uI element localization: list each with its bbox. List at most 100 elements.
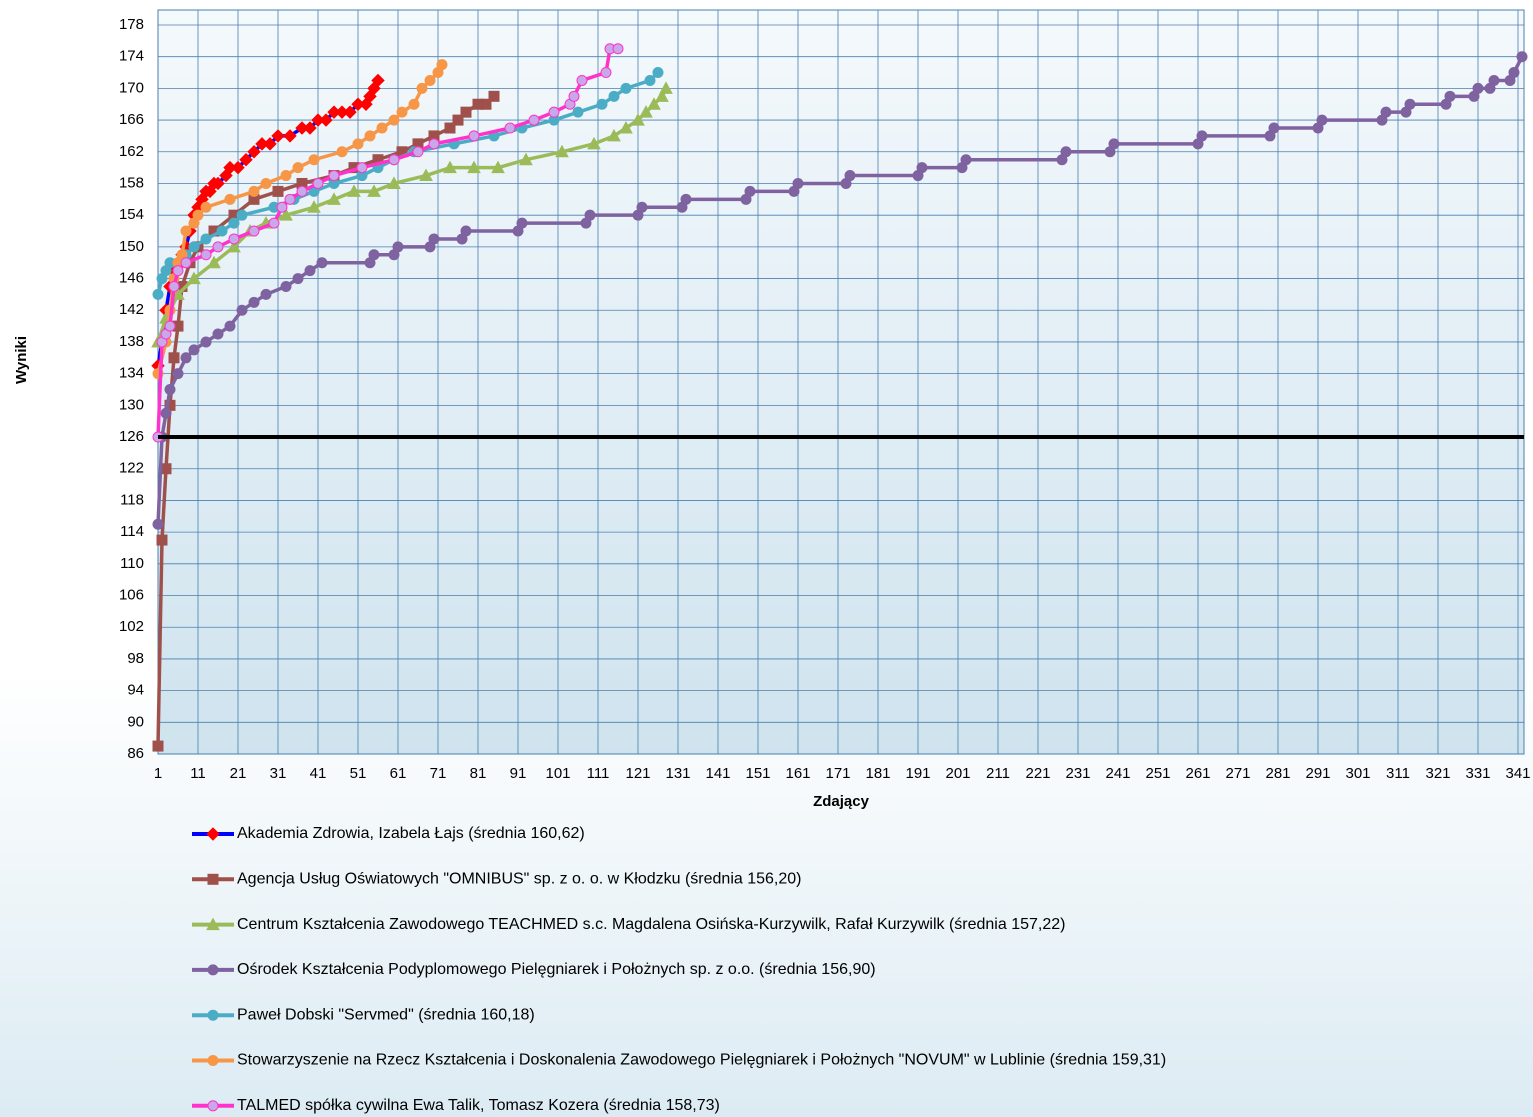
marker bbox=[352, 138, 364, 150]
marker bbox=[164, 384, 176, 395]
legend-label: Ośrodek Kształcenia Podyplomowego Pielęg… bbox=[237, 961, 876, 978]
y-tick-label: 106 bbox=[119, 586, 144, 603]
y-tick-label: 98 bbox=[127, 650, 144, 667]
series-line bbox=[156, 71, 660, 295]
y-tick-label: 158 bbox=[119, 174, 144, 191]
marker bbox=[231, 160, 245, 175]
marker bbox=[239, 152, 253, 167]
marker bbox=[180, 257, 192, 269]
marker bbox=[631, 113, 645, 126]
x-tick-label: 51 bbox=[350, 765, 367, 782]
marker bbox=[1108, 138, 1120, 150]
marker bbox=[528, 114, 540, 126]
x-tick-label: 31 bbox=[270, 765, 287, 782]
marker bbox=[187, 271, 201, 285]
marker bbox=[587, 136, 601, 150]
marker bbox=[200, 201, 212, 213]
marker bbox=[412, 146, 424, 158]
marker bbox=[207, 1055, 219, 1066]
marker bbox=[396, 106, 408, 118]
x-tick-label: 1 bbox=[154, 765, 162, 782]
y-tick-label: 110 bbox=[120, 555, 144, 572]
marker bbox=[356, 162, 368, 174]
marker bbox=[207, 255, 221, 269]
marker bbox=[460, 225, 472, 237]
marker bbox=[228, 217, 240, 229]
marker bbox=[188, 344, 200, 356]
marker bbox=[443, 160, 457, 174]
x-tick-label: 131 bbox=[665, 765, 690, 782]
marker bbox=[279, 208, 293, 221]
y-tick-label: 166 bbox=[119, 111, 144, 128]
marker bbox=[548, 106, 560, 118]
x-tick-label: 251 bbox=[1145, 765, 1170, 782]
marker bbox=[168, 352, 180, 364]
marker bbox=[152, 288, 164, 300]
legend-label: Agencja Usług Oświatowych "OMNIBUS" sp. … bbox=[237, 871, 801, 888]
x-tick-label: 301 bbox=[1345, 765, 1370, 782]
marker bbox=[280, 170, 292, 182]
marker bbox=[607, 128, 621, 142]
x-axis-label: Zdający bbox=[813, 793, 870, 810]
y-tick-label: 130 bbox=[119, 396, 144, 413]
marker bbox=[272, 185, 284, 197]
marker bbox=[304, 265, 316, 277]
x-tick-label: 81 bbox=[470, 765, 487, 782]
x-tick-label: 221 bbox=[1025, 765, 1050, 782]
x-tick-label: 141 bbox=[705, 765, 730, 782]
legend-label: Centrum Kształcenia Zawodowego TEACHMED … bbox=[237, 916, 1065, 933]
y-tick-label: 146 bbox=[119, 270, 144, 287]
marker bbox=[236, 304, 248, 316]
x-tick-label: 201 bbox=[945, 765, 970, 782]
y-tick-label: 170 bbox=[119, 79, 144, 96]
y-tick-label: 154 bbox=[119, 206, 144, 223]
marker bbox=[680, 193, 692, 205]
marker bbox=[416, 82, 428, 94]
marker bbox=[644, 74, 656, 86]
y-tick-label: 162 bbox=[119, 143, 144, 160]
marker bbox=[647, 97, 661, 110]
marker bbox=[268, 217, 280, 229]
marker bbox=[206, 917, 220, 931]
marker bbox=[308, 154, 320, 166]
y-tick-label: 122 bbox=[119, 460, 144, 477]
y-tick-label: 86 bbox=[127, 745, 144, 762]
y-tick-label: 174 bbox=[119, 48, 144, 65]
marker bbox=[1060, 146, 1072, 158]
marker bbox=[248, 225, 260, 237]
y-tick-label: 178 bbox=[119, 16, 144, 33]
marker bbox=[206, 827, 220, 841]
marker bbox=[307, 200, 321, 213]
marker bbox=[296, 185, 308, 197]
marker bbox=[1516, 51, 1528, 63]
marker bbox=[152, 518, 164, 530]
marker bbox=[336, 146, 348, 158]
marker bbox=[460, 106, 472, 118]
marker bbox=[504, 122, 516, 134]
marker bbox=[452, 114, 464, 126]
marker bbox=[283, 129, 297, 143]
marker bbox=[236, 209, 248, 221]
marker bbox=[659, 81, 673, 94]
marker bbox=[276, 201, 288, 213]
marker bbox=[271, 129, 285, 143]
marker bbox=[343, 105, 357, 119]
marker bbox=[212, 241, 224, 253]
marker bbox=[519, 152, 533, 166]
marker bbox=[200, 249, 212, 261]
y-tick-label: 114 bbox=[120, 523, 144, 540]
marker bbox=[480, 98, 492, 110]
y-tick-label: 134 bbox=[119, 365, 144, 382]
x-tick-label: 121 bbox=[625, 765, 650, 782]
x-tick-label: 21 bbox=[230, 765, 247, 782]
marker bbox=[388, 154, 400, 166]
marker bbox=[388, 114, 400, 126]
x-tick-label: 41 bbox=[310, 765, 327, 782]
marker bbox=[392, 241, 404, 253]
marker bbox=[328, 170, 340, 182]
marker bbox=[368, 249, 380, 261]
y-tick-label: 142 bbox=[119, 301, 144, 318]
x-tick-label: 241 bbox=[1105, 765, 1130, 782]
marker bbox=[216, 225, 228, 237]
marker bbox=[428, 233, 440, 245]
